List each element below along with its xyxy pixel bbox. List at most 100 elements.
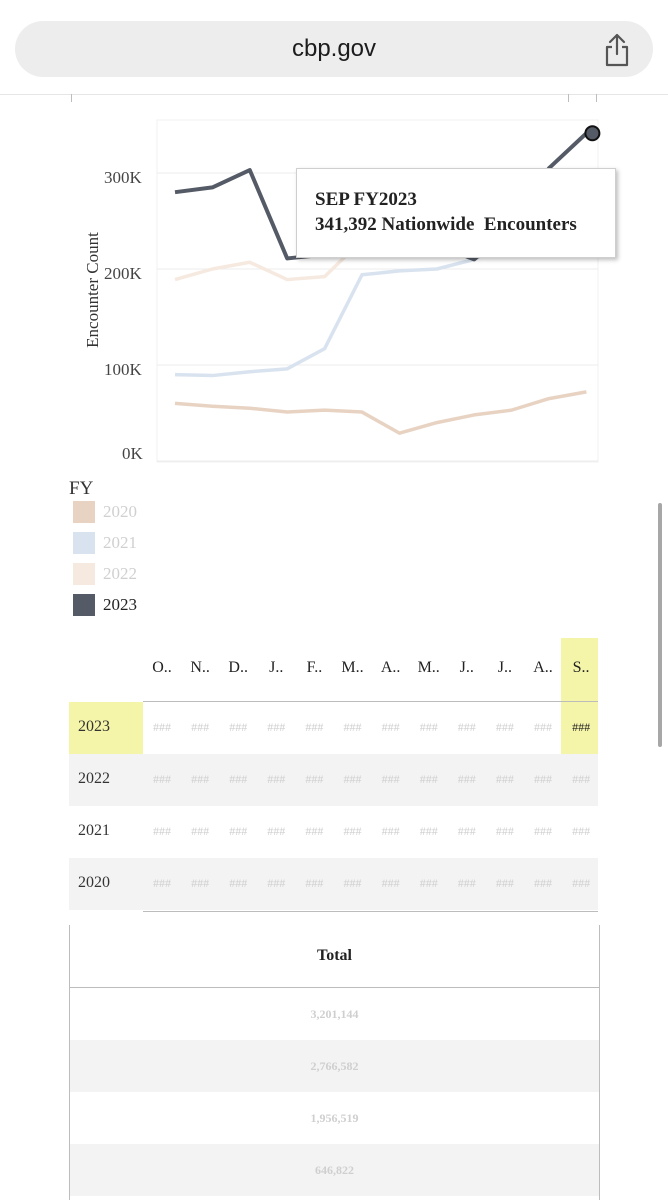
table-cell[interactable]: ### [229, 824, 248, 838]
table-cell[interactable]: ### [343, 720, 362, 734]
highlighted-data-point[interactable] [584, 125, 601, 142]
table-cell[interactable]: ### [305, 772, 324, 786]
table-cell[interactable]: ### [457, 824, 476, 838]
table-cell[interactable]: ### [267, 876, 286, 890]
column-header[interactable]: J.. [459, 659, 474, 676]
address-bar[interactable]: cbp.gov [15, 21, 653, 77]
table-cell[interactable]: ### [305, 876, 324, 890]
chart-tooltip: SEP FY2023 341,392 Nationwide Encounters [296, 168, 616, 258]
legend-swatch [73, 563, 95, 585]
table-cell[interactable]: ### [495, 824, 514, 838]
table-row-2022[interactable]: 2022 ### ### ### ### ### ### ### ### ### ### ### ##… [69, 754, 598, 806]
column-header[interactable]: D.. [228, 659, 248, 676]
column-header[interactable]: M.. [341, 659, 364, 676]
table-cell[interactable]: ### [343, 876, 362, 890]
tooltip-title: SEP FY2023 [315, 189, 417, 210]
table-cell[interactable]: ### [343, 824, 362, 838]
table-cell[interactable]: ### [534, 720, 552, 734]
table-cell[interactable]: ### [267, 720, 286, 734]
scrollbar[interactable] [658, 503, 662, 747]
table-cell[interactable]: ### [267, 772, 286, 786]
table-cell[interactable]: ### [495, 876, 514, 890]
table-cell[interactable]: ### [419, 876, 438, 890]
y-tick-label: 100K [104, 360, 142, 379]
table-cell[interactable]: ### [534, 772, 552, 786]
total-value[interactable]: 2,766,582 [70, 1040, 599, 1092]
table-cell[interactable]: ### [419, 824, 438, 838]
legend-title: FY [69, 478, 94, 499]
total-value[interactable]: 646,822 [70, 1144, 599, 1196]
table-cell[interactable]: ### [495, 720, 514, 734]
divider [143, 911, 598, 912]
totals-table: Total 3,201,144 2,766,582 1,956,519 646,… [69, 925, 600, 1200]
table-cell[interactable]: ### [534, 824, 552, 838]
table-row-2021[interactable]: 2021 ### ### ### ### ### ### ### ### ### ### ### ##… [69, 806, 598, 858]
legend-label: 2021 [103, 533, 137, 552]
totals-header: Total [70, 925, 599, 988]
column-header[interactable]: S.. [572, 659, 590, 676]
legend-swatch [73, 532, 95, 554]
url-text[interactable]: cbp.gov [291, 35, 377, 62]
table-cell[interactable]: ### [191, 720, 210, 734]
table-cell[interactable]: ### [153, 824, 171, 838]
table-cell[interactable]: ### [572, 720, 591, 734]
table-cell[interactable]: ### [153, 876, 171, 890]
column-header[interactable]: J.. [497, 659, 512, 676]
table-cell[interactable]: ### [495, 772, 514, 786]
table-cell[interactable]: ### [381, 772, 400, 786]
column-header[interactable]: J.. [269, 659, 284, 676]
chart-frame-edge [71, 94, 72, 102]
table-cell[interactable]: ### [381, 720, 400, 734]
plot-area [156, 119, 599, 463]
table-cell[interactable]: ### [191, 824, 210, 838]
table-cell[interactable]: ### [153, 720, 171, 734]
table-cell[interactable]: ### [305, 720, 324, 734]
series-line-2020[interactable] [174, 390, 587, 435]
table-cell[interactable]: ### [572, 824, 591, 838]
row-label: 2022 [78, 770, 110, 787]
table-cell[interactable]: ### [343, 772, 362, 786]
table-cell[interactable]: ### [267, 824, 286, 838]
table-cell[interactable]: ### [229, 876, 248, 890]
table-cell[interactable]: ### [572, 876, 591, 890]
table-row-2023[interactable]: 2023 ### ### ### ### ### ### ### ### ### ### ### ##… [69, 702, 598, 754]
y-tick-label: 300K [104, 168, 142, 187]
y-tick-label: 0K [122, 444, 143, 463]
row-label: 2023 [78, 718, 110, 735]
table-cell[interactable]: ### [457, 720, 476, 734]
divider [143, 701, 598, 702]
legend-label: 2023 [103, 595, 137, 614]
table-cell[interactable]: ### [534, 876, 552, 890]
line-chart[interactable] [0, 94, 668, 474]
table-cell[interactable]: ### [381, 824, 400, 838]
column-header[interactable]: A.. [380, 659, 401, 676]
table-cell[interactable]: ### [419, 720, 438, 734]
row-highlight [69, 702, 143, 754]
series-line-2021[interactable] [174, 238, 587, 378]
table-cell[interactable]: ### [457, 876, 476, 890]
table-cell[interactable]: ### [419, 772, 438, 786]
table-cell[interactable]: ### [457, 772, 476, 786]
table-cell[interactable]: ### [191, 772, 210, 786]
column-header[interactable]: M.. [417, 659, 440, 676]
legend-swatch [73, 594, 95, 616]
table-cell[interactable]: ### [229, 720, 248, 734]
table-cell[interactable]: ### [381, 876, 400, 890]
column-header[interactable]: O.. [152, 659, 172, 676]
column-header[interactable]: A.. [533, 659, 553, 676]
table-cell[interactable]: ### [229, 772, 248, 786]
table-row-2020[interactable]: 2020 ### ### ### ### ### ### ### ### ### ### ### ##… [69, 858, 598, 910]
row-label: 2021 [78, 822, 110, 839]
total-value[interactable]: 3,201,144 [310, 1007, 359, 1021]
column-header[interactable]: F.. [306, 659, 323, 676]
table-cell[interactable]: ### [572, 772, 591, 786]
row-label: 2020 [78, 874, 110, 891]
table-cell[interactable]: ### [191, 876, 210, 890]
legend-swatch [73, 501, 95, 523]
cell-highlight [561, 702, 598, 754]
share-icon[interactable] [601, 33, 633, 67]
table-cell[interactable]: ### [153, 772, 171, 786]
total-value[interactable]: 1,956,519 [310, 1111, 359, 1125]
table-cell[interactable]: ### [305, 824, 324, 838]
column-header[interactable]: N.. [190, 659, 210, 676]
